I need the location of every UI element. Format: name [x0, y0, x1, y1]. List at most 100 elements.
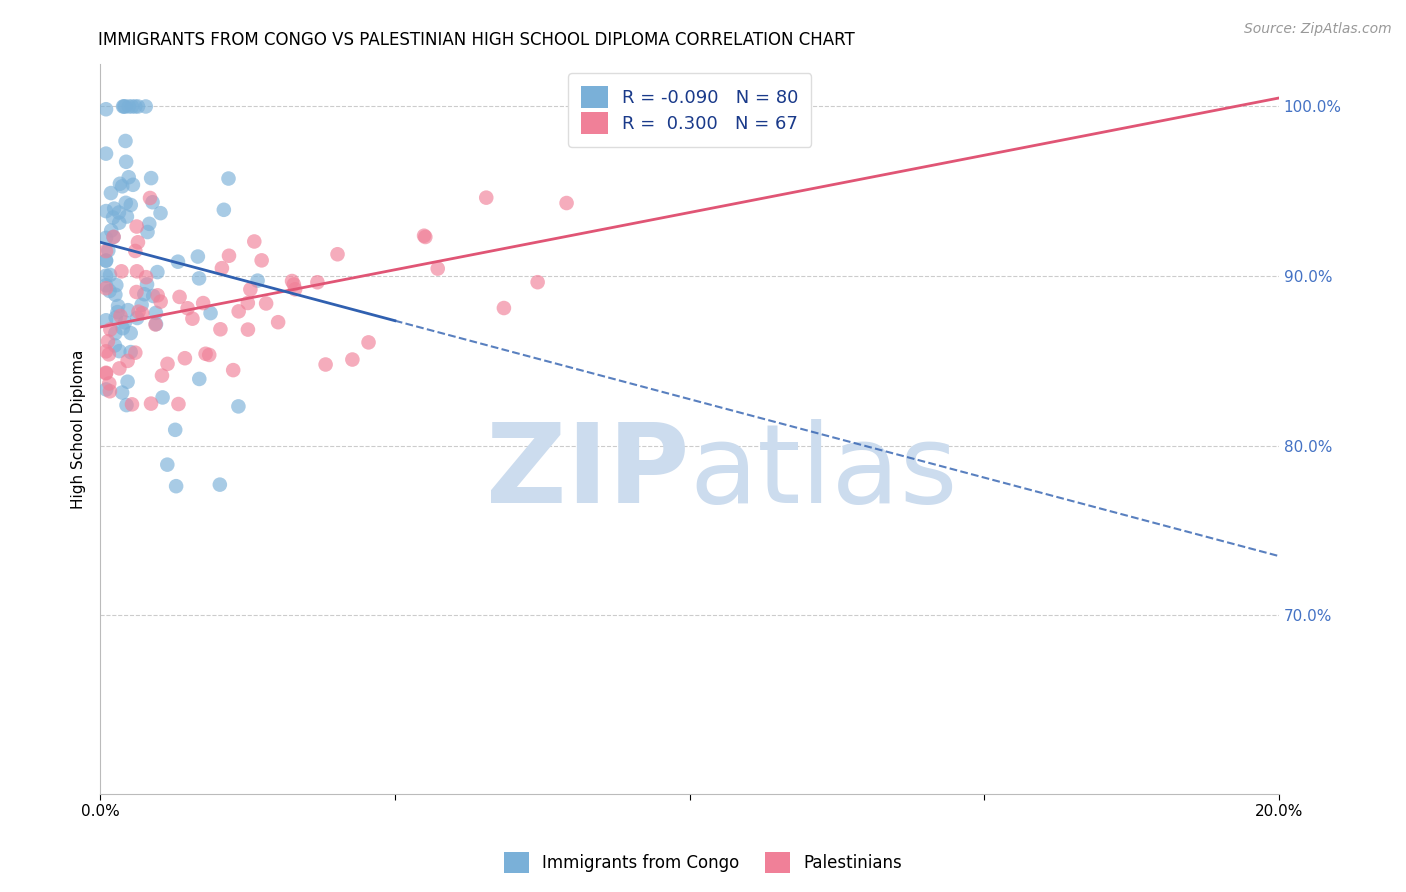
Point: [94, 366, 117, 380]
Point: [139, 171, 162, 186]
Legend: Immigrants from Congo, Palestinians: Immigrants from Congo, Palestinians: [498, 846, 908, 880]
Point: [120, 345, 142, 359]
Point: [108, 344, 131, 359]
Point: [121, 397, 143, 411]
Point: [110, 264, 132, 278]
Point: [156, 458, 179, 472]
Point: [135, 270, 157, 285]
Point: [103, 202, 125, 216]
Point: [107, 305, 129, 319]
Point: [146, 265, 169, 279]
Point: [118, 170, 141, 185]
Point: [98, 322, 121, 336]
Point: [165, 423, 187, 437]
Point: [120, 326, 142, 340]
Point: [100, 223, 122, 237]
Point: [127, 311, 149, 326]
Point: [125, 264, 148, 278]
Point: [135, 99, 157, 113]
Point: [218, 249, 240, 263]
Point: [94, 344, 117, 359]
Point: [108, 205, 131, 219]
Text: ZIP: ZIP: [486, 419, 689, 526]
Point: [150, 368, 173, 383]
Point: [239, 282, 262, 296]
Point: [142, 289, 165, 303]
Point: [124, 244, 146, 258]
Point: [121, 99, 143, 113]
Point: [115, 210, 138, 224]
Point: [94, 102, 117, 116]
Point: [103, 230, 125, 244]
Point: [526, 275, 548, 289]
Point: [94, 146, 117, 161]
Point: [125, 219, 148, 234]
Point: [209, 322, 232, 336]
Point: [176, 301, 198, 316]
Point: [108, 177, 131, 191]
Point: [246, 274, 269, 288]
Point: [165, 479, 187, 493]
Point: [115, 154, 138, 169]
Point: [284, 282, 307, 296]
Point: [198, 348, 221, 362]
Point: [94, 244, 117, 259]
Point: [94, 253, 117, 268]
Point: [114, 99, 136, 113]
Point: [134, 287, 156, 301]
Point: [145, 317, 167, 331]
Point: [117, 303, 139, 318]
Point: [145, 318, 167, 332]
Point: [94, 268, 117, 283]
Point: [124, 99, 146, 113]
Point: [104, 338, 127, 352]
Point: [108, 361, 131, 376]
Point: [104, 310, 127, 325]
Point: [228, 400, 250, 414]
Point: [138, 217, 160, 231]
Point: [98, 284, 121, 298]
Point: [326, 247, 349, 261]
Point: [94, 278, 117, 293]
Point: [94, 204, 117, 219]
Point: [146, 288, 169, 302]
Point: [111, 179, 134, 194]
Point: [98, 268, 121, 282]
Point: [188, 372, 211, 386]
Point: [413, 230, 436, 244]
Point: [152, 391, 174, 405]
Point: [100, 186, 122, 200]
Point: [188, 271, 211, 285]
Point: [111, 321, 134, 335]
Point: [218, 171, 240, 186]
Point: [117, 354, 139, 368]
Point: [98, 376, 121, 391]
Point: [555, 196, 578, 211]
Point: [127, 235, 149, 250]
Point: [228, 304, 250, 318]
Point: [114, 315, 136, 329]
Point: [139, 396, 162, 410]
Point: [267, 315, 290, 329]
Point: [174, 351, 197, 366]
Point: [149, 294, 172, 309]
Point: [149, 206, 172, 220]
Point: [243, 235, 266, 249]
Point: [97, 244, 120, 258]
Point: [136, 225, 159, 239]
Point: [104, 326, 127, 340]
Point: [125, 285, 148, 299]
Point: [426, 261, 449, 276]
Point: [104, 287, 127, 301]
Point: [139, 191, 162, 205]
Point: [97, 334, 120, 349]
Point: [208, 477, 231, 491]
Point: [111, 385, 134, 400]
Point: [114, 195, 136, 210]
Point: [115, 398, 138, 412]
Point: [315, 358, 337, 372]
Point: [250, 253, 273, 268]
Point: [283, 277, 305, 292]
Point: [187, 250, 209, 264]
Text: Source: ZipAtlas.com: Source: ZipAtlas.com: [1244, 22, 1392, 37]
